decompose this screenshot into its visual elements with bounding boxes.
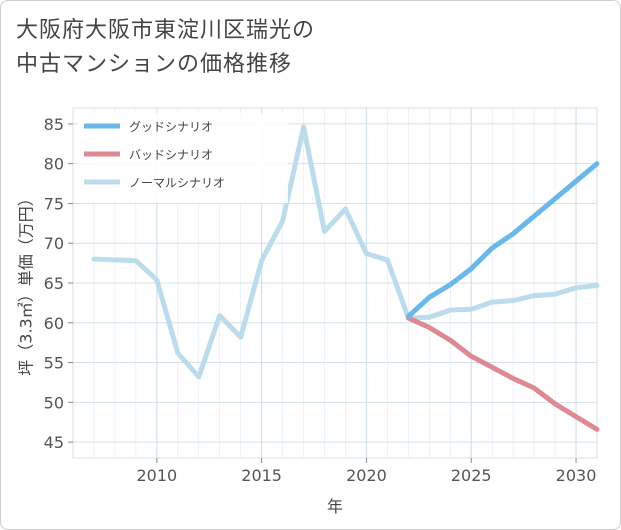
- y-tick-label: 45: [44, 433, 64, 452]
- legend-label-bad: バッドシナリオ: [129, 148, 213, 162]
- y-tick-label: 55: [44, 354, 64, 373]
- x-tick-label: 2025: [451, 466, 492, 485]
- series-line-bad: [405, 315, 600, 432]
- y-tick-label: 65: [44, 274, 64, 293]
- x-axis-title: 年: [327, 497, 343, 516]
- x-tick-label: 2020: [346, 466, 387, 485]
- legend-label-normal: ノーマルシナリオ: [129, 176, 225, 190]
- y-tick-label: 80: [44, 155, 64, 174]
- chart-title-line2: 中古マンションの価格推移: [16, 52, 293, 77]
- y-tick-label: 70: [44, 234, 64, 253]
- axes: 45 50 55 60 65 70 75 80 85 2010 2015 2020 2025 2030: [44, 115, 597, 485]
- series-lines: [91, 124, 600, 432]
- chart-title-line1: 大阪府大阪市東淀川区瑞光の: [16, 18, 316, 43]
- y-tick-label: 50: [44, 393, 64, 412]
- series-line-normal: [91, 124, 600, 380]
- series-line-good: [405, 161, 600, 319]
- x-tick-label: 2010: [136, 466, 177, 485]
- y-tick-label: 75: [44, 194, 64, 213]
- x-tick-label: 2015: [241, 466, 282, 485]
- x-tick-label: 2030: [556, 466, 597, 485]
- y-tick-label: 85: [44, 115, 64, 134]
- chart-title: 大阪府大阪市東淀川区瑞光の 中古マンションの価格推移: [16, 14, 315, 82]
- y-axis-title: 坪（3.3㎡）単価（万円）: [17, 190, 36, 375]
- y-tick-label: 60: [44, 314, 64, 333]
- legend-label-good: グッドシナリオ: [129, 120, 213, 134]
